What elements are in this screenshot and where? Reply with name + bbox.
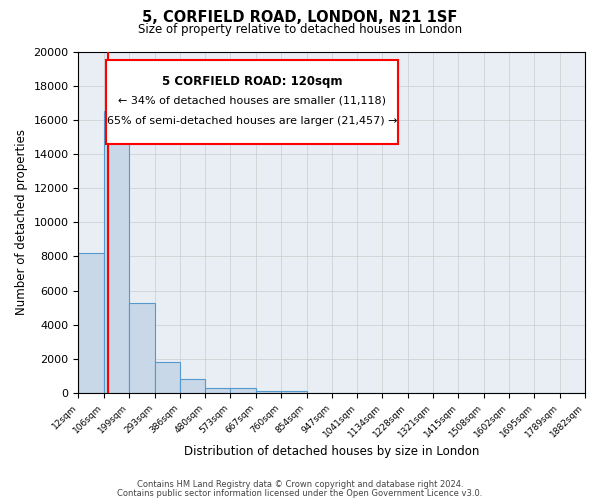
Bar xyxy=(129,302,155,393)
Bar xyxy=(79,253,104,393)
Bar xyxy=(205,388,230,393)
Text: ← 34% of detached houses are smaller (11,118): ← 34% of detached houses are smaller (11… xyxy=(118,96,386,106)
Y-axis label: Number of detached properties: Number of detached properties xyxy=(15,130,28,316)
Text: 5 CORFIELD ROAD: 120sqm: 5 CORFIELD ROAD: 120sqm xyxy=(161,76,342,88)
Text: Size of property relative to detached houses in London: Size of property relative to detached ho… xyxy=(138,22,462,36)
Bar xyxy=(155,362,180,393)
Bar xyxy=(281,392,307,393)
Bar xyxy=(180,380,205,393)
Text: 65% of semi-detached houses are larger (21,457) →: 65% of semi-detached houses are larger (… xyxy=(107,116,397,126)
Text: Contains public sector information licensed under the Open Government Licence v3: Contains public sector information licen… xyxy=(118,488,482,498)
Text: Contains HM Land Registry data © Crown copyright and database right 2024.: Contains HM Land Registry data © Crown c… xyxy=(137,480,463,489)
Bar xyxy=(104,112,129,393)
FancyBboxPatch shape xyxy=(106,60,398,144)
X-axis label: Distribution of detached houses by size in London: Distribution of detached houses by size … xyxy=(184,444,479,458)
Bar xyxy=(230,388,256,393)
Text: 5, CORFIELD ROAD, LONDON, N21 1SF: 5, CORFIELD ROAD, LONDON, N21 1SF xyxy=(142,10,458,25)
Bar xyxy=(256,392,281,393)
